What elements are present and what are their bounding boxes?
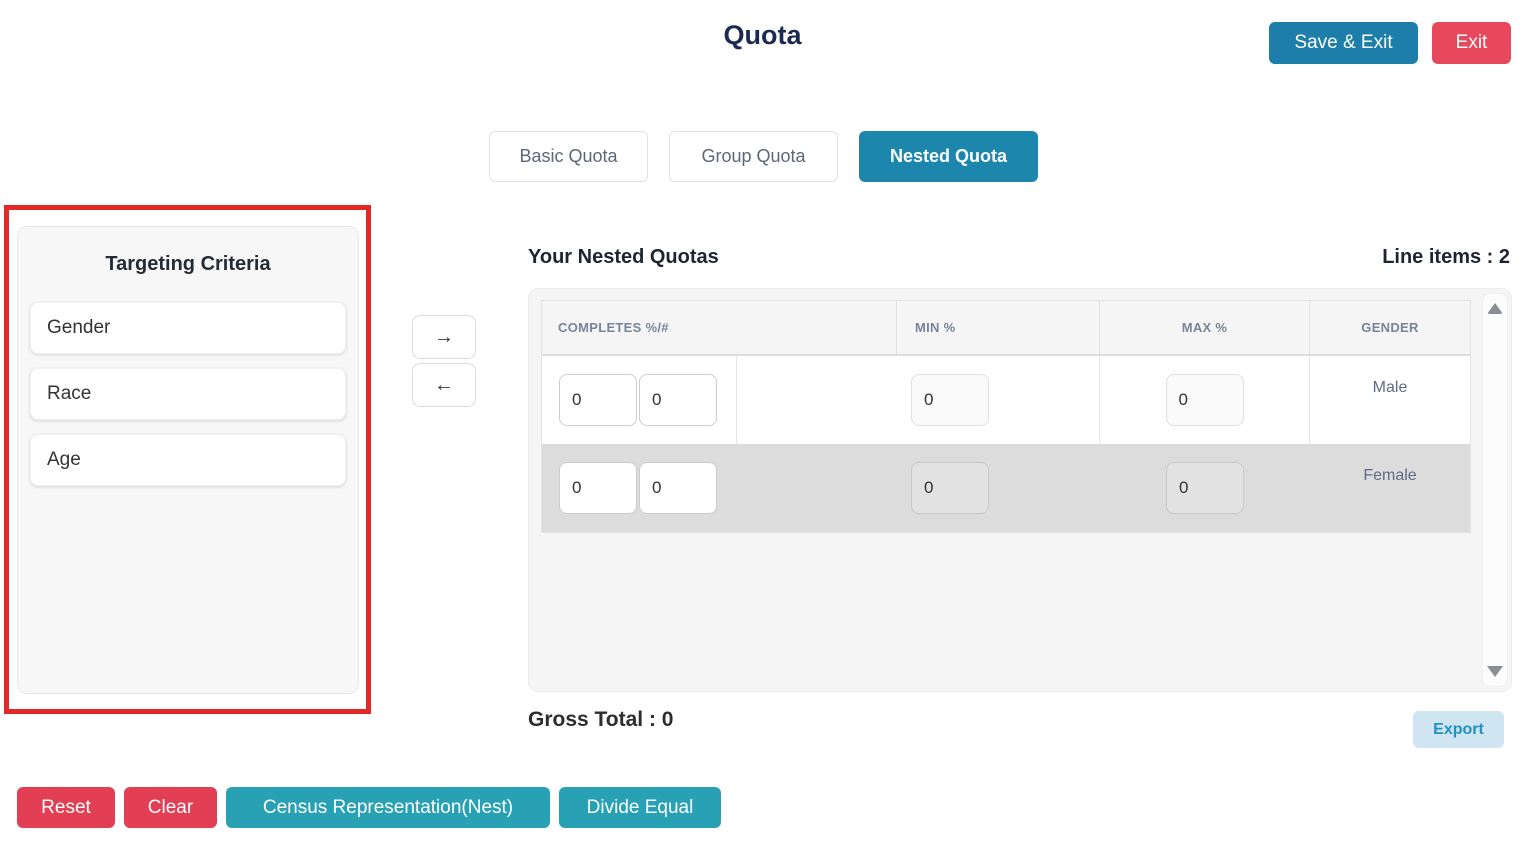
nested-quotas-title: Your Nested Quotas	[528, 246, 719, 268]
clear-button[interactable]: Clear	[124, 787, 217, 828]
tab-basic-quota[interactable]: Basic Quota	[489, 131, 648, 182]
divide-equal-button[interactable]: Divide Equal	[559, 787, 721, 828]
table-header-row: COMPLETES %/# MIN % MAX % GENDER	[542, 301, 1470, 356]
completes-percent-input[interactable]	[559, 374, 637, 426]
max-cell	[1100, 444, 1310, 532]
targeting-item-race[interactable]: Race	[30, 368, 346, 420]
arrow-right-icon: →	[434, 325, 454, 348]
targeting-criteria-list: Gender Race Age	[18, 302, 358, 486]
min-percent-input[interactable]	[911, 374, 989, 426]
completes-number-input[interactable]	[639, 462, 717, 514]
completes-cell	[542, 444, 897, 532]
move-left-button[interactable]: ←	[412, 363, 476, 407]
completes-number-input[interactable]	[639, 374, 717, 426]
tab-group-quota[interactable]: Group Quota	[669, 131, 838, 182]
exit-button[interactable]: Exit	[1432, 22, 1511, 64]
census-representation-button[interactable]: Census Representation(Nest)	[226, 787, 550, 828]
table-scrollbar[interactable]	[1482, 293, 1508, 687]
nested-quotas-table: COMPLETES %/# MIN % MAX % GENDER	[541, 300, 1471, 533]
column-header-max: MAX %	[1100, 301, 1310, 354]
targeting-criteria-panel: Targeting Criteria Gender Race Age	[4, 205, 371, 714]
max-percent-input[interactable]	[1165, 374, 1244, 426]
gross-total-label: Gross Total : 0	[528, 708, 674, 731]
save-and-exit-button[interactable]: Save & Exit	[1269, 22, 1418, 64]
move-right-button[interactable]: →	[412, 315, 476, 359]
table-row: Male	[542, 356, 1470, 444]
targeting-item-gender[interactable]: Gender	[30, 302, 346, 354]
min-percent-input[interactable]	[911, 462, 989, 514]
footer-actions: Reset Clear Census Representation(Nest) …	[17, 787, 721, 828]
scroll-down-icon[interactable]	[1487, 666, 1503, 677]
targeting-criteria-title: Targeting Criteria	[105, 253, 271, 275]
scroll-up-icon[interactable]	[1487, 303, 1503, 314]
gender-value: Male	[1372, 379, 1408, 396]
targeting-item-age[interactable]: Age	[30, 434, 346, 486]
export-button[interactable]: Export	[1413, 711, 1504, 748]
quota-type-tabs: Basic Quota Group Quota Nested Quota	[489, 131, 1038, 182]
reset-button[interactable]: Reset	[17, 787, 115, 828]
min-cell	[897, 356, 1100, 444]
tab-nested-quota[interactable]: Nested Quota	[859, 131, 1038, 182]
max-cell	[1100, 356, 1310, 444]
targeting-criteria-card: Targeting Criteria Gender Race Age	[17, 226, 359, 694]
arrow-left-icon: ←	[434, 373, 454, 396]
gender-value: Female	[1363, 467, 1417, 484]
line-items-count: Line items : 2	[1382, 246, 1510, 268]
column-header-completes: COMPLETES %/#	[542, 301, 897, 354]
completes-inputs-group	[542, 356, 737, 444]
completes-cell	[542, 356, 897, 444]
column-header-min: MIN %	[897, 301, 1100, 354]
min-cell	[897, 444, 1100, 532]
max-percent-input[interactable]	[1166, 462, 1244, 514]
column-header-gender: GENDER	[1361, 320, 1419, 335]
nested-quotas-table-container: COMPLETES %/# MIN % MAX % GENDER	[528, 288, 1512, 692]
completes-percent-input[interactable]	[559, 462, 637, 514]
table-row: Female	[542, 444, 1470, 532]
page-title: Quota	[723, 20, 802, 50]
completes-inputs-group	[542, 444, 737, 532]
